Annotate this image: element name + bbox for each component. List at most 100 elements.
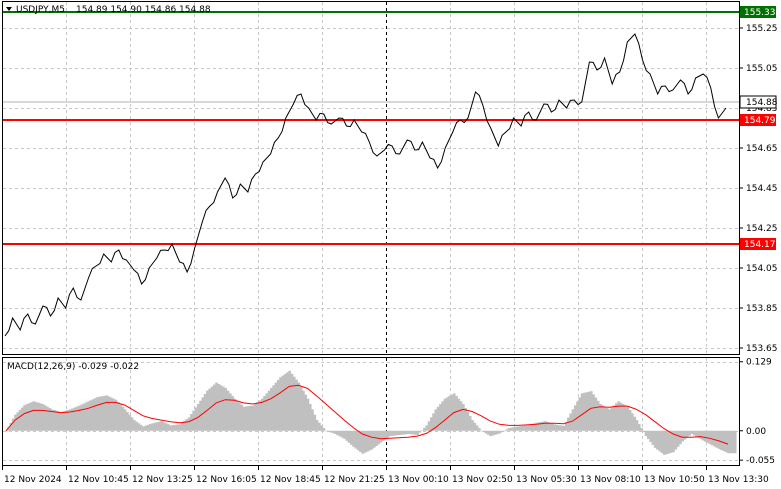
macd-bar (183, 420, 186, 431)
level-price-tag-label: 154.17 (744, 240, 776, 250)
macd-bar (663, 430, 666, 455)
macd-bar (112, 398, 116, 431)
macd-bar (573, 405, 577, 431)
macd-bar (466, 412, 470, 431)
macd-bar (420, 430, 424, 431)
macd-bar (68, 409, 72, 431)
macd-bar (359, 430, 362, 453)
y-tick-label: 154.45 (746, 184, 778, 194)
macd-bar (621, 404, 625, 431)
price-line (4, 33, 727, 337)
macd-bar (334, 430, 337, 434)
macd-bar (679, 430, 682, 445)
macd-bar (281, 375, 285, 431)
x-tick-label: 13 Nov 05:30 (516, 475, 577, 485)
macd-bar (592, 394, 595, 431)
macd-bar (23, 405, 26, 431)
macd-bar (350, 430, 353, 445)
level-price-tag (740, 6, 776, 18)
macd-bar (381, 430, 385, 441)
macd-bar (235, 400, 239, 431)
macd-bar (306, 398, 310, 431)
macd-bar (624, 405, 627, 431)
macd-bar (669, 430, 673, 453)
macd-bar (187, 417, 191, 431)
macd-bar (283, 374, 287, 431)
macd-bar (242, 406, 246, 431)
macd-bar (413, 430, 417, 435)
macd-bar (571, 409, 575, 431)
macd-bar (132, 420, 136, 431)
macd-bar (699, 430, 703, 440)
macd-bar (148, 424, 152, 431)
macd-bar (11, 418, 15, 431)
macd-bar (505, 429, 509, 431)
macd-bar (681, 430, 684, 442)
macd-bar (46, 406, 49, 431)
x-tick-label: 13 Nov 13:30 (708, 475, 769, 485)
macd-bar (308, 404, 312, 431)
macd-bar (71, 408, 74, 431)
macd-bar (637, 424, 641, 431)
dropdown-triangle-icon[interactable] (6, 7, 12, 11)
macd-bar (379, 430, 383, 443)
macd-bar (55, 410, 58, 431)
macd-bar (263, 395, 266, 431)
macd-bar (279, 377, 282, 431)
macd-bar (194, 407, 198, 431)
macd-bar (603, 406, 607, 431)
macd-bar (484, 430, 488, 434)
macd-bar (324, 430, 328, 432)
y-tick-label: 154.05 (746, 264, 778, 274)
macd-bar (514, 426, 518, 431)
macd-bar (137, 423, 141, 431)
macd-bar (208, 388, 212, 431)
macd-bar (695, 430, 698, 437)
macd-bar (560, 425, 563, 431)
macd-bar (578, 397, 582, 431)
macd-bar (164, 423, 168, 431)
macd-bar (377, 430, 381, 445)
macd-bar (260, 398, 264, 431)
x-tick-label: 13 Nov 00:10 (388, 475, 449, 485)
macd-bar (311, 409, 314, 431)
macd-bar (238, 402, 241, 431)
macd-bar (57, 411, 61, 431)
macd-bar (583, 392, 586, 431)
macd-bar (128, 414, 132, 431)
macd-bar (304, 394, 307, 431)
macd-bar (473, 422, 477, 431)
macd-bar (535, 422, 538, 431)
macd-bar (425, 425, 429, 431)
macd-bar (464, 408, 467, 431)
macd-bar (222, 386, 225, 431)
macd-bar (329, 430, 333, 433)
macd-y-tick-label: -0.055 (746, 456, 775, 466)
macd-bar (439, 404, 442, 431)
macd-bar (9, 422, 13, 431)
macd-bar (356, 430, 360, 451)
macd-bar (180, 422, 184, 431)
macd-bar (644, 430, 648, 437)
macd-bar (276, 379, 280, 431)
macd-bar (352, 430, 355, 447)
macd-bar (105, 395, 109, 431)
macd-bar (395, 430, 399, 436)
macd-bar (683, 430, 687, 440)
macd-bar (649, 430, 653, 442)
macd-bar (388, 430, 392, 437)
macd-bar (20, 407, 24, 431)
macd-bar (265, 393, 269, 431)
macd-bar (87, 401, 90, 431)
macd-bar (530, 424, 534, 431)
macd-bar (41, 404, 45, 431)
macd-bar (126, 412, 129, 431)
macd-bar (217, 383, 221, 431)
macd-bar (461, 404, 465, 431)
macd-bar (336, 430, 339, 436)
macd-bar (564, 421, 568, 431)
macd-bar (443, 398, 447, 431)
macd-bar (555, 424, 559, 431)
macd-bar (295, 379, 298, 431)
macd-bar (711, 430, 714, 446)
